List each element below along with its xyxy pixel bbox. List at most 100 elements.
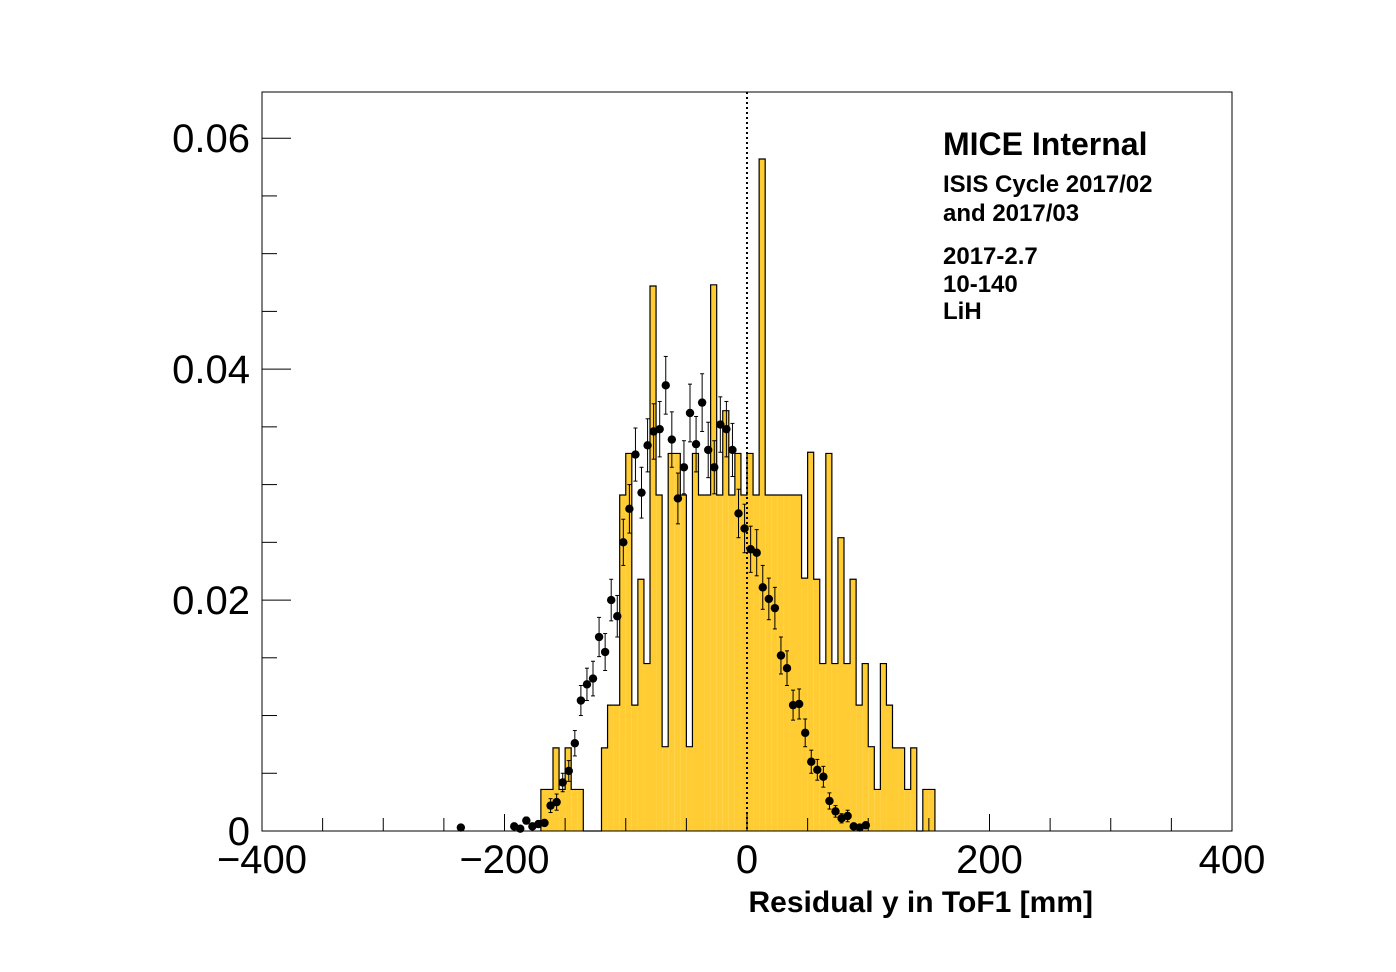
x-axis: −400 −200 0 200 400 (217, 814, 1265, 882)
marker (819, 772, 828, 781)
data-point (588, 660, 598, 697)
data-point (807, 749, 816, 774)
data-point (594, 616, 604, 658)
data-point (522, 816, 531, 825)
data-point (600, 633, 610, 671)
data-point (825, 792, 834, 810)
histogram-bar (880, 663, 887, 831)
histogram-bar (904, 789, 911, 831)
marker (588, 674, 598, 683)
histogram-bar (559, 789, 566, 831)
x-tick-label: 200 (956, 838, 1023, 882)
legend-annotation: MICE Internal ISIS Cycle 2017/02 and 201… (943, 126, 1152, 325)
marker (807, 757, 816, 766)
marker (861, 821, 871, 830)
histogram-bar (565, 747, 572, 831)
data-point (728, 422, 737, 478)
histogram-bar (680, 494, 687, 831)
data-point (607, 578, 616, 622)
y-tick-label: 0 (228, 810, 250, 854)
histogram-bar (783, 494, 790, 831)
histogram-bar (716, 494, 723, 831)
y-tick-label: 0.02 (172, 579, 250, 623)
marker (679, 463, 689, 472)
data-point (673, 472, 683, 525)
data-point (801, 718, 810, 748)
marker (582, 680, 592, 689)
data-point (861, 821, 871, 830)
marker (576, 696, 586, 705)
data-point (643, 418, 652, 473)
histogram-bar (728, 494, 735, 831)
marker (625, 504, 634, 514)
histogram-bar (650, 285, 657, 831)
data-point (613, 594, 622, 638)
marker (728, 445, 737, 455)
histogram-bar (698, 494, 705, 831)
data-point (691, 415, 701, 473)
x-tick-label: −400 (217, 838, 307, 882)
data-point (619, 518, 628, 566)
histogram-bar (625, 453, 632, 831)
data-point (655, 400, 664, 458)
marker (831, 807, 840, 816)
marker (619, 538, 628, 547)
data-point (570, 730, 580, 757)
data-point (667, 411, 677, 468)
data-points (456, 355, 871, 833)
annotation-line-4: 10-140 (943, 271, 1018, 298)
marker (697, 398, 707, 407)
data-point (740, 503, 749, 554)
data-point (770, 586, 780, 630)
x-tick-label: 0 (736, 838, 758, 882)
marker (522, 816, 531, 825)
histogram-bar (850, 579, 857, 831)
histogram-bar (837, 537, 844, 831)
data-point (819, 765, 828, 788)
histogram-bar (874, 789, 881, 831)
histogram-bar (801, 578, 808, 831)
histogram-bar (613, 705, 620, 831)
histogram-bar (686, 746, 693, 831)
marker (637, 488, 646, 497)
histogram-bar (868, 746, 875, 831)
marker (801, 728, 810, 738)
marker (607, 595, 616, 605)
marker (782, 663, 792, 673)
data-point (710, 440, 719, 495)
histogram-bar (546, 789, 553, 831)
histogram-bar (747, 453, 754, 831)
marker (843, 811, 852, 821)
histogram-bar (922, 789, 929, 831)
x-tick-label: −200 (459, 838, 549, 882)
marker (734, 509, 743, 518)
marker (661, 381, 670, 390)
histogram-bar (619, 494, 626, 831)
data-point (722, 400, 731, 458)
histogram-bar (759, 158, 766, 832)
data-point (456, 823, 466, 832)
marker (643, 441, 652, 450)
histogram-bar (631, 705, 638, 831)
marker (540, 818, 549, 828)
histogram-bars (540, 158, 936, 832)
data-point (679, 440, 689, 495)
histogram-bar (825, 453, 832, 831)
data-point (576, 685, 586, 717)
marker (716, 420, 725, 429)
marker (704, 445, 713, 455)
histogram-bar (601, 747, 608, 831)
annotation-title: MICE Internal (943, 126, 1147, 162)
data-point (637, 466, 646, 519)
marker (613, 612, 622, 621)
data-point (734, 488, 743, 539)
histogram-bar (607, 705, 614, 831)
marker (673, 494, 683, 503)
data-point (813, 758, 822, 781)
data-point (582, 667, 592, 702)
data-point (516, 824, 525, 833)
histogram-bar (553, 747, 560, 831)
marker (752, 548, 761, 557)
marker (764, 594, 774, 604)
